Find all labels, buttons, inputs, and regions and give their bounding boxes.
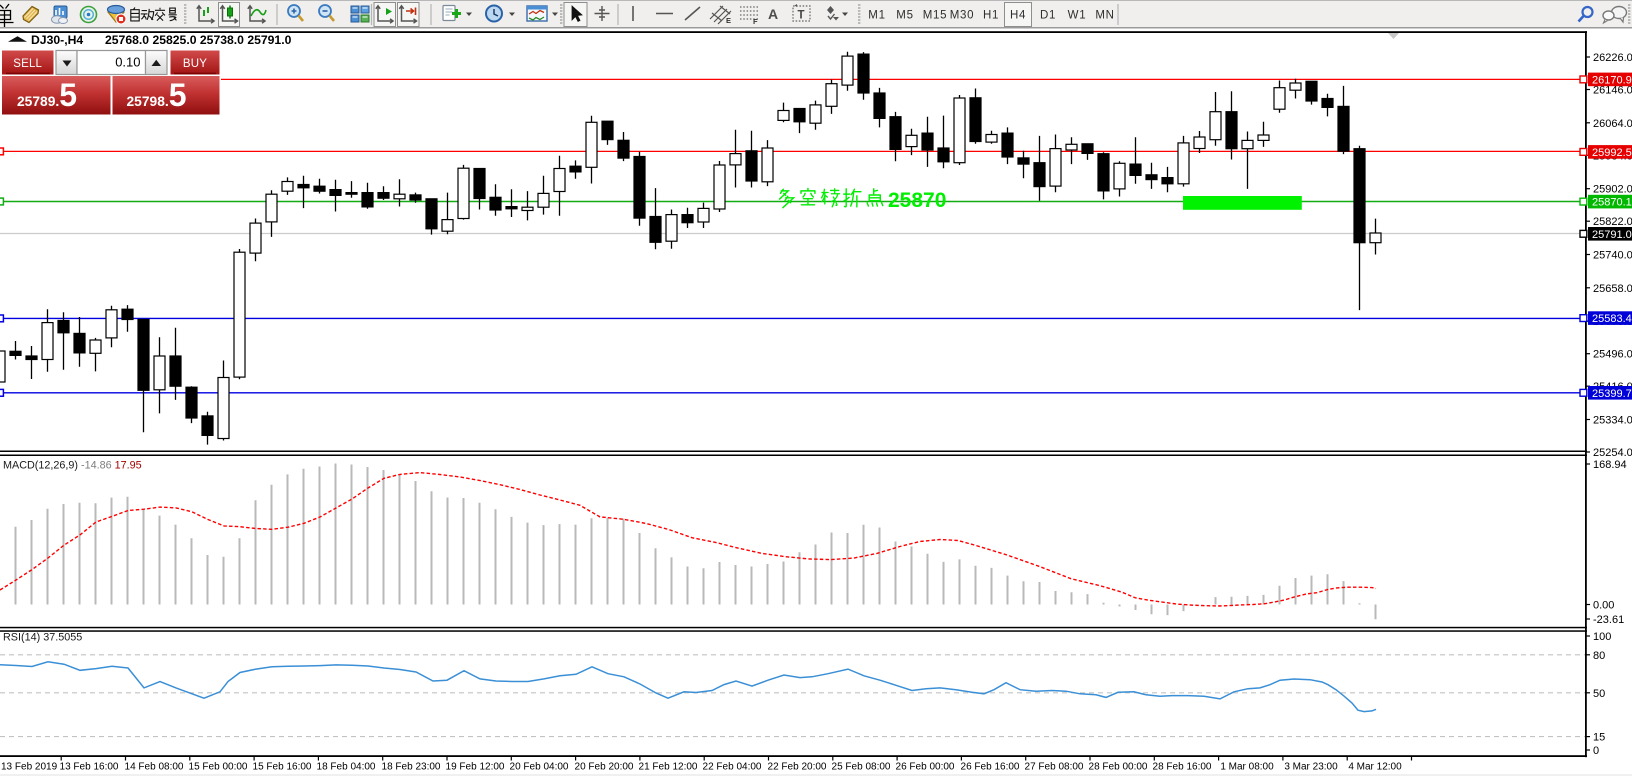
svg-text:25658.0: 25658.0 — [1593, 283, 1632, 295]
svg-text:28 Feb 16:00: 28 Feb 16:00 — [1153, 762, 1212, 773]
svg-text:15 Feb 00:00: 15 Feb 00:00 — [189, 762, 248, 773]
svg-text:25822.0: 25822.0 — [1593, 216, 1632, 228]
svg-text:26146.0: 26146.0 — [1593, 85, 1632, 97]
svg-text:RSI(14) 37.5055: RSI(14) 37.5055 — [3, 632, 82, 644]
svg-text:26226.0: 26226.0 — [1593, 52, 1632, 64]
svg-text:80: 80 — [1593, 650, 1605, 662]
svg-text:4 Mar 12:00: 4 Mar 12:00 — [1348, 762, 1402, 773]
svg-text:0.00: 0.00 — [1593, 600, 1614, 612]
svg-text:22 Feb 20:00: 22 Feb 20:00 — [768, 762, 827, 773]
svg-text:M15: M15 — [923, 10, 947, 22]
svg-text:DJ30-,H4: DJ30-,H4 — [31, 33, 83, 47]
svg-text:25870: 25870 — [888, 189, 946, 212]
svg-text:21 Feb 12:00: 21 Feb 12:00 — [639, 762, 698, 773]
svg-text:26170.9: 26170.9 — [1592, 74, 1632, 86]
svg-text:E: E — [726, 16, 731, 25]
svg-text:25870.1: 25870.1 — [1592, 197, 1632, 209]
svg-text:A: A — [768, 6, 778, 22]
svg-text:H1: H1 — [983, 10, 999, 22]
svg-text:T: T — [798, 10, 805, 22]
svg-text:3 Mar 23:00: 3 Mar 23:00 — [1284, 762, 1338, 773]
svg-text:26 Feb 00:00: 26 Feb 00:00 — [896, 762, 955, 773]
svg-text:25496.0: 25496.0 — [1593, 349, 1632, 361]
svg-text:28 Feb 00:00: 28 Feb 00:00 — [1089, 762, 1148, 773]
svg-text:14 Feb 08:00: 14 Feb 08:00 — [125, 762, 184, 773]
svg-text:20 Feb 20:00: 20 Feb 20:00 — [575, 762, 634, 773]
svg-text:25992.5: 25992.5 — [1592, 147, 1632, 159]
svg-text:18 Feb 23:00: 18 Feb 23:00 — [382, 762, 441, 773]
svg-text:26064.0: 26064.0 — [1593, 118, 1632, 130]
svg-text:100: 100 — [1593, 631, 1611, 643]
svg-text:MACD(12,26,9) -14.86 17.95: MACD(12,26,9) -14.86 17.95 — [3, 460, 142, 472]
svg-text:F: F — [753, 17, 758, 26]
svg-text:25399.7: 25399.7 — [1592, 388, 1632, 400]
svg-text:D1: D1 — [1040, 10, 1056, 22]
svg-text:15 Feb 16:00: 15 Feb 16:00 — [253, 762, 312, 773]
svg-text:M30: M30 — [950, 10, 974, 22]
svg-text:25583.4: 25583.4 — [1592, 313, 1632, 325]
svg-text:20 Feb 04:00: 20 Feb 04:00 — [510, 762, 569, 773]
svg-text:25740.0: 25740.0 — [1593, 250, 1632, 262]
svg-text:25 Feb 08:00: 25 Feb 08:00 — [832, 762, 891, 773]
svg-text:-23.61: -23.61 — [1593, 614, 1624, 626]
svg-text:M1: M1 — [868, 10, 885, 22]
svg-text:SELL: SELL — [13, 58, 42, 70]
svg-text:H4: H4 — [1010, 10, 1026, 22]
svg-text:26 Feb 16:00: 26 Feb 16:00 — [961, 762, 1020, 773]
svg-text:50: 50 — [1593, 688, 1605, 700]
svg-text:MN: MN — [1095, 10, 1114, 22]
svg-text:0: 0 — [1593, 745, 1599, 757]
svg-text:22 Feb 04:00: 22 Feb 04:00 — [703, 762, 762, 773]
svg-text:25768.0 25825.0 25738.0 25791.: 25768.0 25825.0 25738.0 25791.0 — [105, 33, 292, 47]
svg-text:15: 15 — [1593, 732, 1605, 744]
svg-text:25902.0: 25902.0 — [1593, 184, 1632, 196]
svg-text:25334.0: 25334.0 — [1593, 415, 1632, 427]
svg-text:1 Mar 08:00: 1 Mar 08:00 — [1220, 762, 1274, 773]
svg-text:25791.0: 25791.0 — [1592, 229, 1632, 241]
svg-text:13 Feb 2019: 13 Feb 2019 — [1, 762, 58, 773]
svg-text:19 Feb 12:00: 19 Feb 12:00 — [446, 762, 505, 773]
svg-text:13 Feb 16:00: 13 Feb 16:00 — [60, 762, 119, 773]
svg-text:W1: W1 — [1068, 10, 1087, 22]
svg-text:18 Feb 04:00: 18 Feb 04:00 — [317, 762, 376, 773]
svg-text:168.94: 168.94 — [1593, 459, 1627, 471]
svg-text:27 Feb 08:00: 27 Feb 08:00 — [1025, 762, 1084, 773]
svg-text:BUY: BUY — [183, 58, 207, 70]
svg-text:0.10: 0.10 — [115, 55, 140, 70]
svg-text:25254.0: 25254.0 — [1593, 447, 1632, 459]
svg-text:M5: M5 — [896, 10, 913, 22]
